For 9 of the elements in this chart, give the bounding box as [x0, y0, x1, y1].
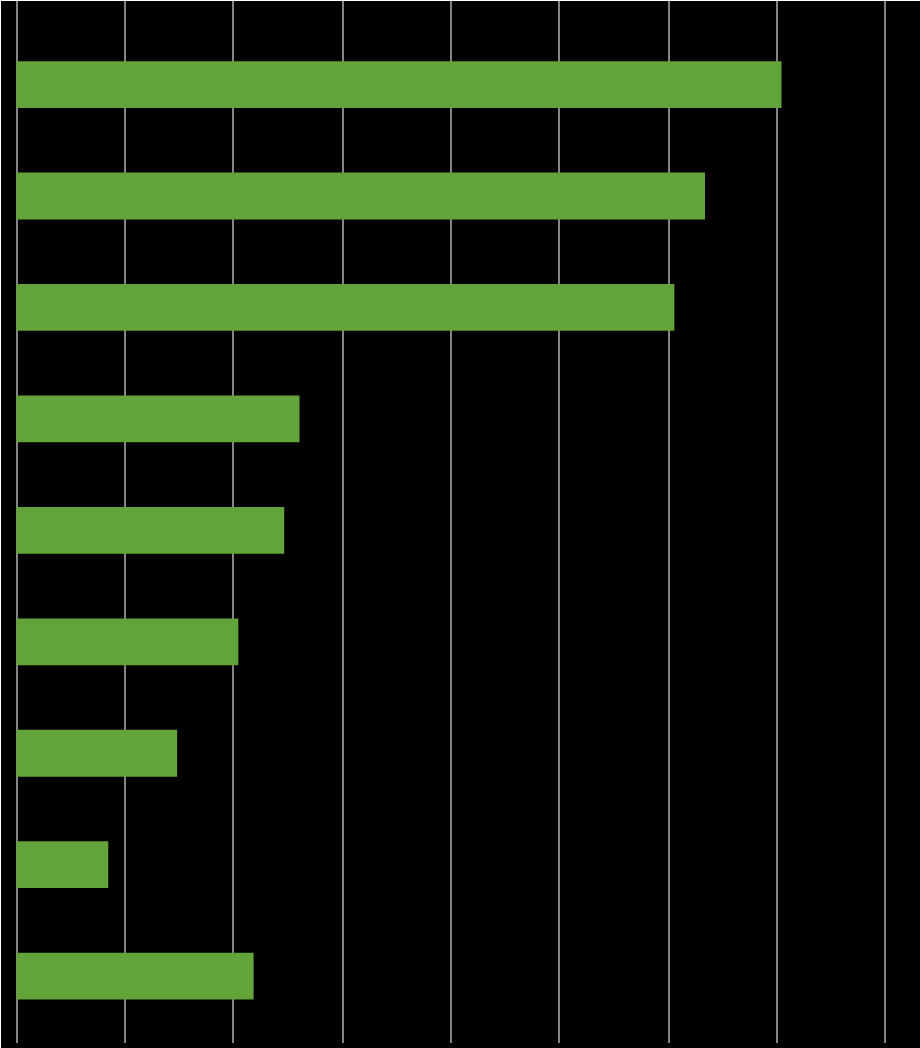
bar [16, 284, 675, 331]
bar [16, 729, 178, 777]
bar [16, 841, 109, 889]
bar [16, 61, 782, 108]
bar [16, 506, 285, 554]
bar [16, 952, 254, 1000]
bar [16, 172, 705, 220]
bar [16, 618, 239, 666]
bar [16, 395, 300, 443]
